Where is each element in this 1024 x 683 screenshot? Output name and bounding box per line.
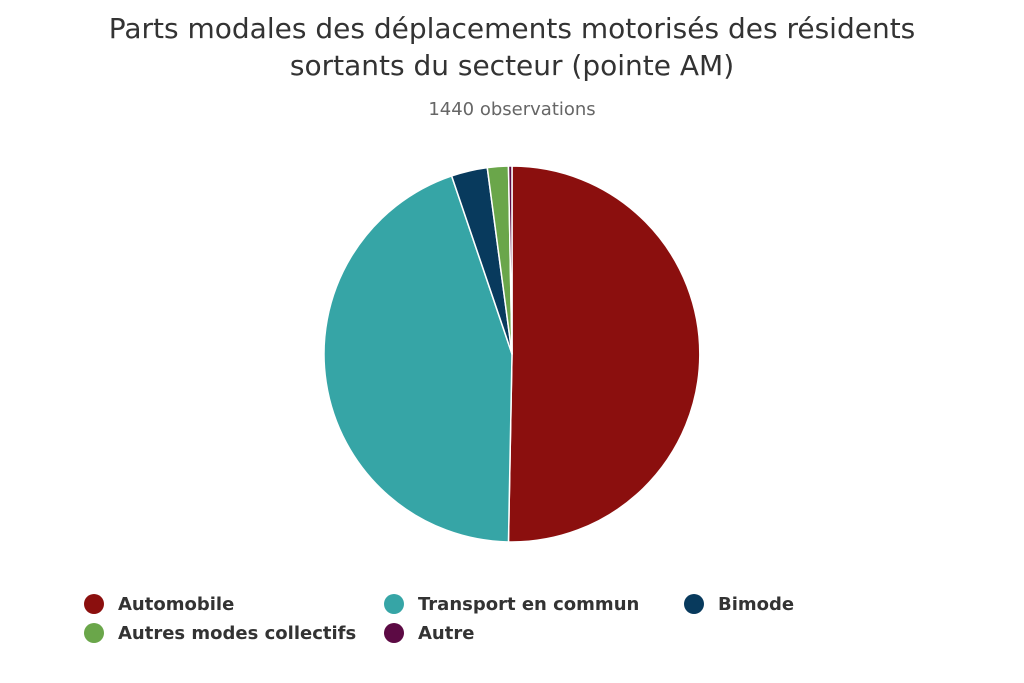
legend-label-autre: Autre: [418, 622, 475, 644]
legend-item-bimode[interactable]: Bimode: [684, 592, 794, 616]
legend-swatch-autre: [384, 623, 404, 643]
legend-item-autres-modes-collectifs[interactable]: Autres modes collectifs: [84, 621, 356, 645]
legend-item-transport-en-commun[interactable]: Transport en commun: [384, 592, 639, 616]
chart-title-line-1: Parts modales des déplacements motorisés…: [108, 12, 916, 45]
legend-swatch-automobile: [84, 594, 104, 614]
legend-label-transport-en-commun: Transport en commun: [418, 593, 640, 615]
legend-swatch-autres-modes-collectifs: [84, 623, 104, 643]
pie-slice-transport-en-commun[interactable]: [323, 175, 513, 543]
chart-title-line-2: sortants du secteur (pointe AM): [289, 49, 735, 82]
legend-label-automobile: Automobile: [118, 593, 235, 615]
chart-subtitle: 1440 observations: [428, 99, 596, 120]
legend-item-autre[interactable]: Autre: [384, 621, 474, 645]
chart-title: Parts modales des déplacements motorisés…: [0, 10, 1024, 84]
legend-label-bimode: Bimode: [718, 593, 795, 615]
legend-swatch-transport-en-commun: [384, 594, 404, 614]
pie-slices: [323, 165, 701, 543]
pie-slice-automobile[interactable]: [507, 165, 701, 543]
legend-item-automobile[interactable]: Automobile: [84, 592, 234, 616]
pie-slice-autre[interactable]: [507, 165, 513, 355]
legend-swatch-bimode: [684, 594, 704, 614]
legend-label-autres-modes-collectifs: Autres modes collectifs: [118, 622, 357, 644]
